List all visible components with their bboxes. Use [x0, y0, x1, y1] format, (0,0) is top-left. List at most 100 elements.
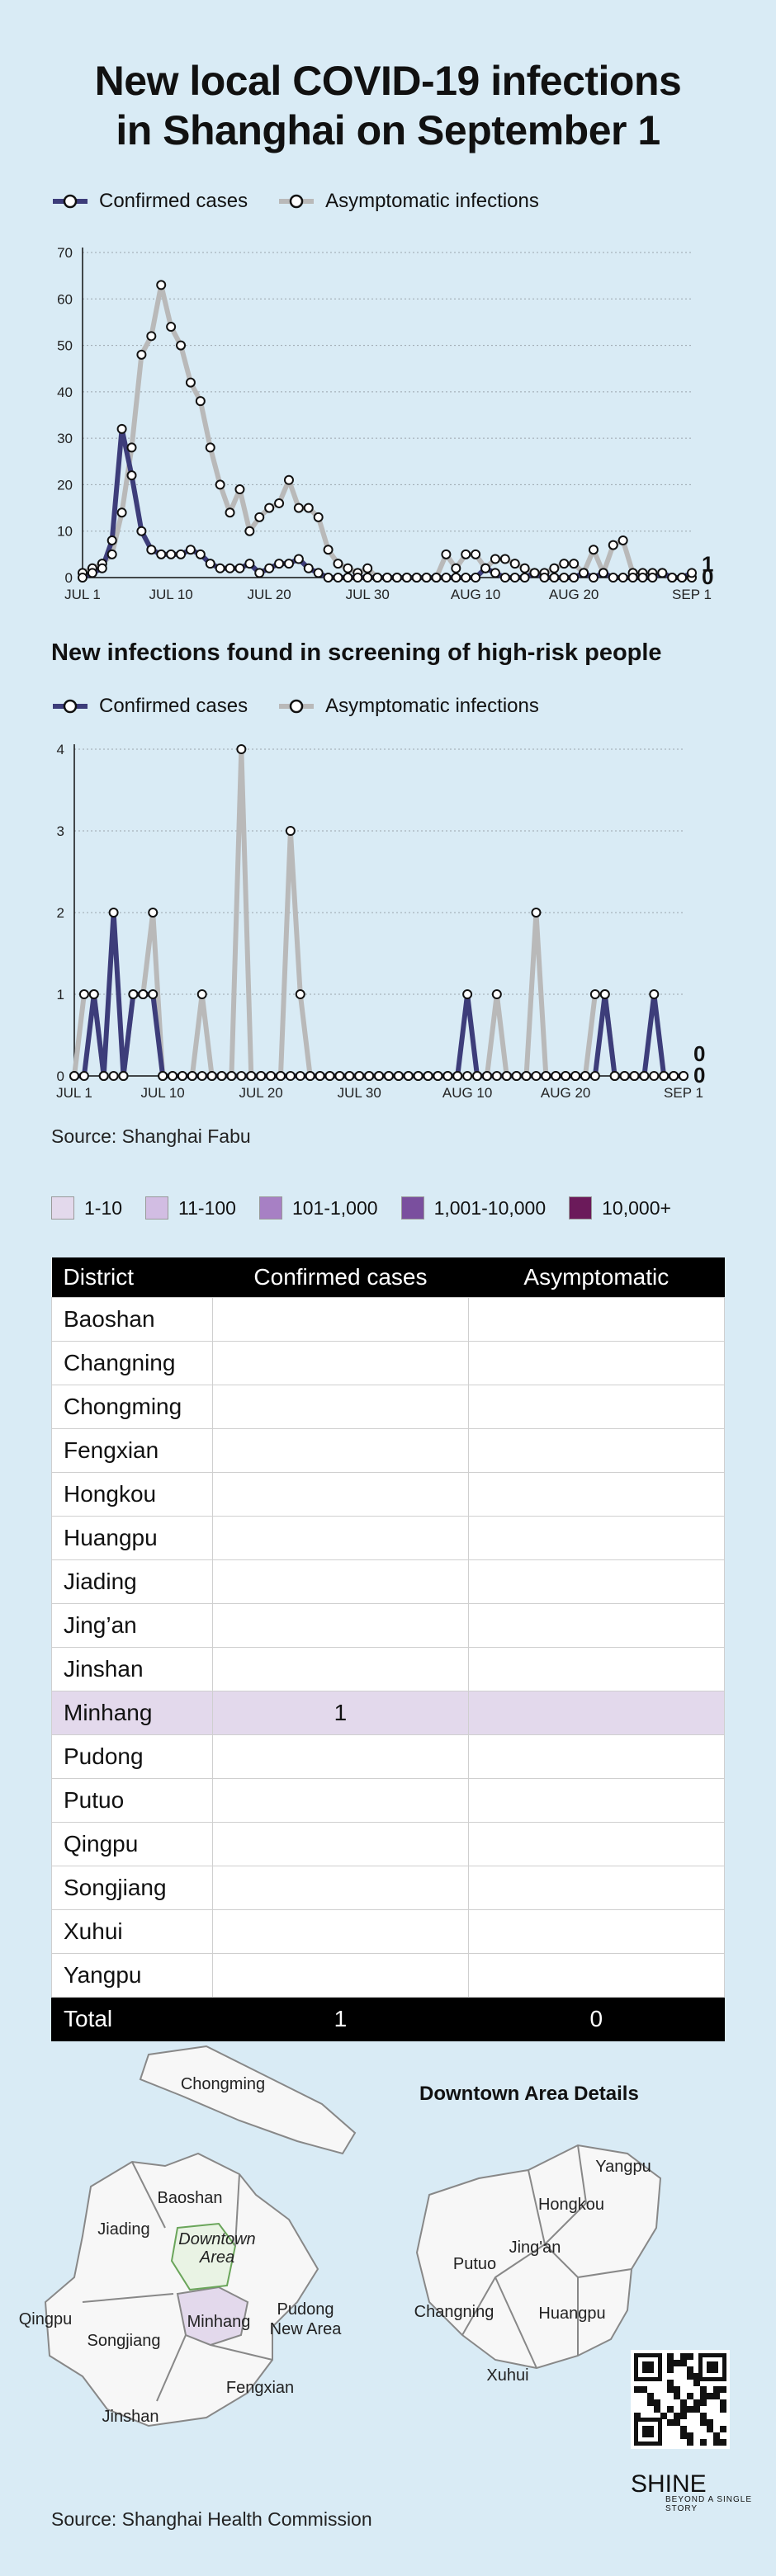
data-point-confirmed [205, 559, 215, 569]
data-point-confirmed [677, 573, 688, 583]
data-point-confirmed [401, 573, 412, 583]
district-cell: Total [50, 1997, 214, 2041]
data-point-confirmed [128, 989, 139, 999]
data-point-asymptomatic [461, 549, 471, 559]
data-point-confirmed [608, 573, 618, 583]
x-tick-label: JUL 30 [338, 1085, 381, 1101]
table-row: Changning [50, 1341, 726, 1385]
y-tick-label: 0 [57, 1069, 64, 1084]
data-point-confirmed [177, 1071, 187, 1081]
data-point-confirmed [353, 573, 363, 583]
confirmed-cell [212, 1647, 469, 1691]
data-point-asymptomatic [617, 535, 628, 545]
confirmed-cell [212, 1822, 469, 1866]
brand-logo: SHINE BEYOND A SINGLE STORY [631, 2470, 776, 2513]
x-tick-label: JUL 20 [239, 1085, 283, 1101]
end-label-confirmed: 0 [693, 1041, 705, 1066]
data-point-asymptomatic [343, 563, 353, 573]
x-tick-label: SEP 1 [672, 587, 712, 602]
y-tick-label: 60 [57, 291, 73, 307]
data-point-confirmed [87, 568, 97, 578]
x-tick-label: AUG 10 [442, 1085, 492, 1101]
district-cell: Fengxian [50, 1428, 214, 1473]
data-point-asymptomatic [196, 989, 207, 999]
data-point-confirmed [491, 1071, 502, 1081]
end-label-confirmed: 1 [702, 551, 713, 576]
table-row: Jinshan [50, 1647, 726, 1691]
confirmed-cell [212, 1734, 469, 1779]
col-asymptomatic: Asymptomatic [468, 1257, 725, 1298]
data-point-asymptomatic [313, 512, 324, 522]
qr-code[interactable] [631, 2350, 730, 2449]
table-row: Songjiang [50, 1866, 726, 1910]
confirmed-cell: 1 [212, 1997, 469, 2041]
asymptomatic-cell [467, 1341, 726, 1385]
table-row: Baoshan [50, 1297, 726, 1342]
data-point-confirmed [629, 1071, 640, 1081]
data-point-confirmed [519, 573, 530, 583]
asymptomatic-cell [467, 1953, 726, 1998]
data-point-asymptomatic [293, 502, 304, 513]
confirmed-cell [212, 1341, 469, 1385]
scale-label: 11-100 [178, 1196, 236, 1219]
confirmed-cell [212, 1297, 469, 1342]
data-point-confirmed [627, 573, 638, 583]
district-cell: Minhang [50, 1691, 214, 1735]
data-point-confirmed [442, 1071, 453, 1081]
data-point-asymptomatic [441, 549, 452, 559]
data-point-asymptomatic [234, 484, 245, 495]
data-point-confirmed [176, 549, 187, 559]
confirmed-cell [212, 1603, 469, 1648]
data-point-confirmed [561, 1071, 571, 1081]
data-point-confirmed [264, 563, 275, 573]
confirmed-cell [212, 1559, 469, 1604]
shanghai-map: Chongming Baoshan Jiading Downtown Area Pudon… [19, 2045, 662, 2427]
data-point-confirmed [138, 989, 149, 999]
data-point-confirmed [156, 549, 167, 559]
data-point-asymptomatic [285, 826, 296, 836]
data-point-confirmed [393, 1071, 404, 1081]
asymptomatic-cell [467, 1822, 726, 1866]
data-point-confirmed [108, 908, 119, 918]
legend2-asymptomatic: Asymptomatic infections [277, 695, 539, 718]
data-point-confirmed [364, 1071, 375, 1081]
y-tick-label: 30 [57, 431, 73, 446]
data-point-confirmed [266, 1071, 277, 1081]
data-point-confirmed [657, 568, 668, 578]
district-cell: Jinshan [50, 1647, 214, 1691]
legend-confirmed: Confirmed cases [51, 190, 248, 213]
data-point-asymptomatic [333, 559, 343, 569]
district-cell: Songjiang [50, 1866, 214, 1910]
scale-item: 1-10 [51, 1196, 122, 1220]
y-tick-label: 2 [57, 905, 64, 921]
data-point-asymptomatic [608, 540, 618, 550]
data-point-asymptomatic [236, 744, 247, 754]
data-point-asymptomatic [176, 340, 187, 351]
district-cell: Pudong [50, 1734, 214, 1779]
main-map [44, 2045, 357, 2427]
data-point-confirmed [471, 573, 481, 583]
data-point-asymptomatic [531, 908, 542, 918]
data-point-confirmed [303, 563, 314, 573]
asymptomatic-legend-icon [279, 699, 315, 714]
data-point-confirmed [196, 1071, 207, 1081]
chart-high-risk-screening: 0 1 2 3 4 JUL 1 JUL 10 JUL 20 JUL 30 AUG 10 AUG 20… [56, 742, 705, 1101]
col-confirmed: Confirmed cases [212, 1257, 469, 1298]
data-point-asymptomatic [490, 554, 500, 564]
map-label: Jinshan [102, 2408, 159, 2426]
data-point-confirmed [244, 559, 255, 569]
data-point-confirmed [462, 989, 473, 999]
district-cell: Yangpu [50, 1953, 214, 1998]
data-point-asymptomatic [274, 498, 285, 508]
table-row: Putuo [50, 1778, 726, 1823]
data-point-asymptomatic [195, 396, 206, 407]
data-point-confirmed [570, 1071, 581, 1081]
y-tick-label: 70 [57, 245, 73, 261]
confirmed-cell [212, 1866, 469, 1910]
col-district: District [51, 1257, 213, 1298]
table-row: Jiading [50, 1559, 726, 1604]
data-point-confirmed [88, 989, 99, 999]
legend2-asymptomatic-label: Asymptomatic infections [325, 695, 539, 717]
data-point-confirmed [372, 573, 383, 583]
data-point-confirmed [334, 1071, 345, 1081]
